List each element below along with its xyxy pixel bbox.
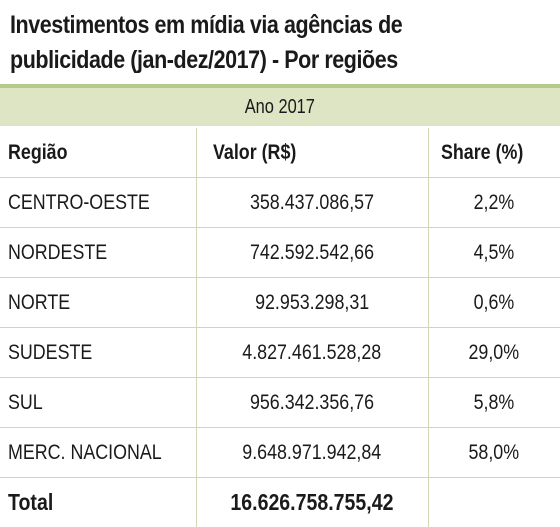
year-label: Ano 2017: [245, 88, 315, 126]
total-label: Total: [0, 478, 196, 527]
value-cell: 92.953.298,31: [196, 278, 428, 328]
region-cell: SUL: [0, 378, 196, 428]
page-title: Investimentos em mídia via agências de p…: [10, 8, 479, 78]
share-cell: 4,5%: [428, 228, 560, 278]
table-row: NORTE 92.953.298,31 0,6%: [0, 278, 560, 328]
header-region: Região: [0, 128, 196, 178]
header-share: Share (%): [428, 128, 560, 178]
value-cell: 742.592.542,66: [196, 228, 428, 278]
table-row: SUL 956.342.356,76 5,8%: [0, 378, 560, 428]
total-share-empty: [428, 478, 560, 527]
regions-table: Região Valor (R$) Share (%) CENTRO-OESTE…: [0, 128, 560, 527]
share-cell: 58,0%: [428, 428, 560, 478]
value-cell: 358.437.086,57: [196, 178, 428, 228]
region-cell: CENTRO-OESTE: [0, 178, 196, 228]
region-cell: NORDESTE: [0, 228, 196, 278]
header-row: Região Valor (R$) Share (%): [0, 128, 560, 178]
table-row: CENTRO-OESTE 358.437.086,57 2,2%: [0, 178, 560, 228]
title-line-1: Investimentos em mídia via agências de: [10, 8, 479, 43]
region-cell: MERC. NACIONAL: [0, 428, 196, 478]
share-cell: 2,2%: [428, 178, 560, 228]
share-cell: 0,6%: [428, 278, 560, 328]
header-value: Valor (R$): [196, 128, 428, 178]
year-band: Ano 2017: [0, 88, 560, 126]
title-line-2: publicidade (jan-dez/2017) - Por regiões: [10, 43, 479, 78]
share-cell: 29,0%: [428, 328, 560, 378]
value-cell: 9.648.971.942,84: [196, 428, 428, 478]
total-value: 16.626.758.755,42: [196, 478, 428, 527]
table-row: SUDESTE 4.827.461.528,28 29,0%: [0, 328, 560, 378]
table-row: NORDESTE 742.592.542,66 4,5%: [0, 228, 560, 278]
value-cell: 4.827.461.528,28: [196, 328, 428, 378]
table-row: MERC. NACIONAL 9.648.971.942,84 58,0%: [0, 428, 560, 478]
value-cell: 956.342.356,76: [196, 378, 428, 428]
total-row: Total 16.626.758.755,42: [0, 478, 560, 527]
region-cell: SUDESTE: [0, 328, 196, 378]
share-cell: 5,8%: [428, 378, 560, 428]
region-cell: NORTE: [0, 278, 196, 328]
